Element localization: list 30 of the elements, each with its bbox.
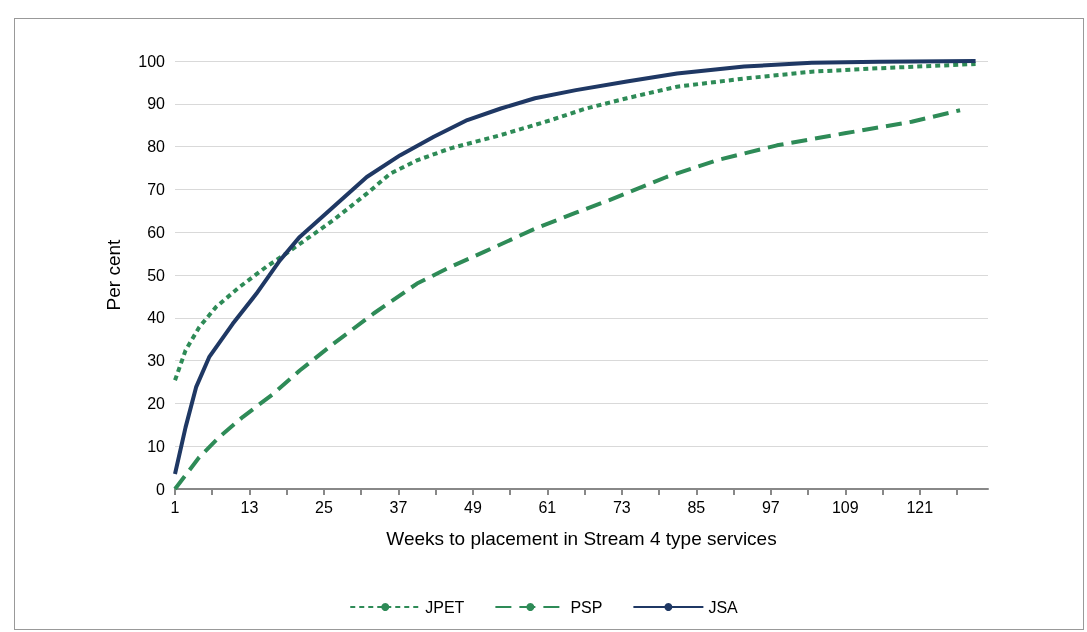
- y-tick-label: 70: [147, 180, 166, 198]
- y-axis-title: Per cent: [103, 238, 124, 311]
- legend-label: PSP: [570, 598, 603, 616]
- legend-label: JPET: [425, 598, 465, 616]
- y-tick-label: 10: [147, 437, 166, 455]
- x-tick-label: 13: [240, 498, 259, 516]
- y-tick-label: 80: [147, 138, 166, 156]
- x-tick-label: 49: [463, 498, 482, 516]
- x-tick-label: 121: [906, 498, 934, 516]
- x-tick-label: 97: [761, 498, 780, 516]
- x-tick-label: 73: [612, 498, 631, 516]
- y-tick-label: 60: [147, 223, 166, 241]
- x-axis-title: Weeks to placement in Stream 4 type services: [386, 528, 777, 549]
- x-tick-label: 61: [538, 498, 557, 516]
- legend-label: JSA: [708, 598, 739, 616]
- y-tick-label: 0: [156, 480, 166, 498]
- y-tick-label: 30: [147, 352, 166, 370]
- x-tick-label: 109: [831, 498, 859, 516]
- x-tick-label: 25: [315, 498, 333, 516]
- line-series: [173, 108, 963, 491]
- y-tick-label: 100: [138, 52, 166, 70]
- line-series: [173, 59, 978, 477]
- x-tick-label: 37: [389, 498, 408, 516]
- y-tick-label: 20: [147, 394, 166, 412]
- x-tick-label: 85: [687, 498, 706, 516]
- y-tick-label: 90: [147, 95, 166, 113]
- y-tick-label: 40: [147, 309, 166, 327]
- line-series: [173, 62, 978, 383]
- x-tick-label: 1: [170, 498, 180, 516]
- y-tick-label: 50: [147, 266, 166, 284]
